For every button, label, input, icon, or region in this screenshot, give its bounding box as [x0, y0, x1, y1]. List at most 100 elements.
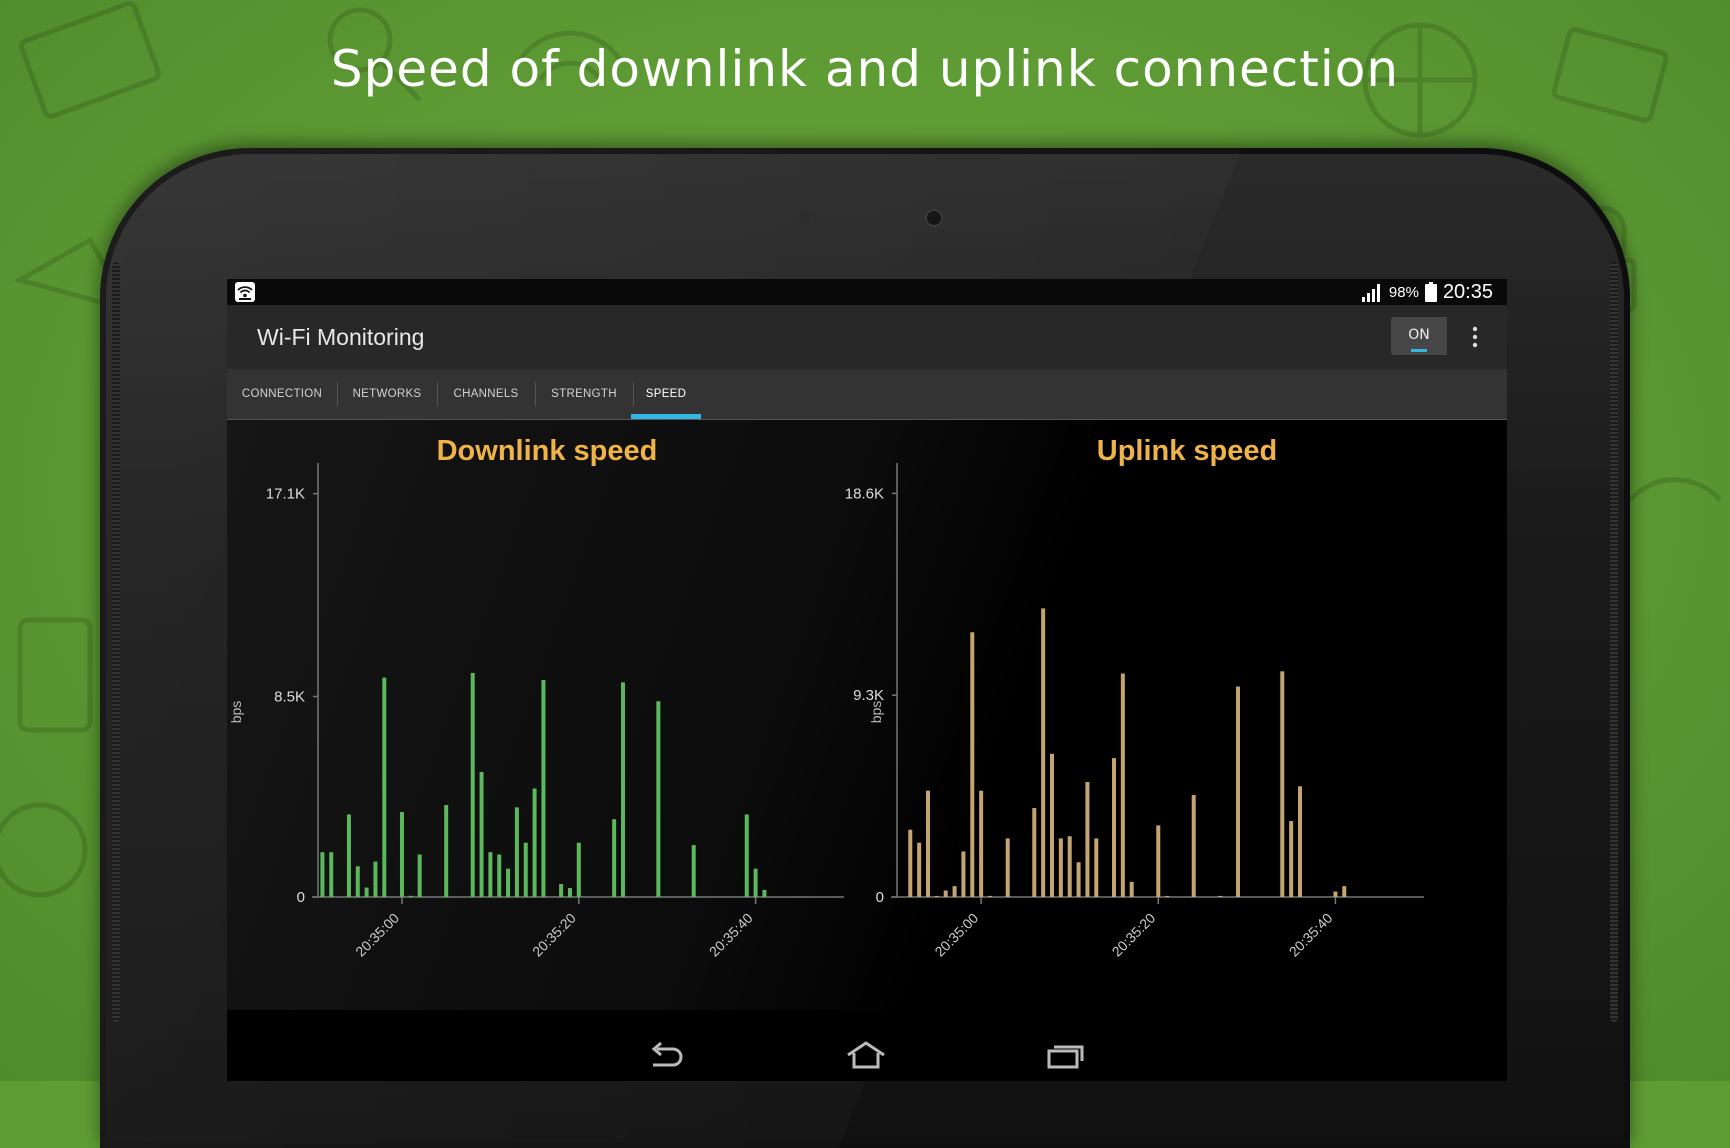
- headline: Speed of downlink and uplink connection: [330, 40, 1400, 98]
- x-tick-label: 20:35:20: [529, 910, 579, 960]
- bar: [1005, 838, 1010, 897]
- x-tick-label: 20:35:20: [1109, 910, 1159, 960]
- tab-channels[interactable]: CHANNELS: [453, 388, 519, 400]
- front-camera: [925, 209, 943, 227]
- chart-title: Uplink speed: [1097, 435, 1278, 467]
- back-icon[interactable]: [647, 1041, 687, 1071]
- action-bar: Wi-Fi Monitoring ON: [227, 305, 1507, 369]
- wifi-monitor-icon: [235, 282, 255, 302]
- bar: [1342, 886, 1347, 897]
- tab-strength[interactable]: STRENGTH: [551, 388, 617, 400]
- chart-downlink: Downlink speed 0 8.5K 17.1K bps 20:35:00 20:35…: [228, 435, 844, 960]
- bar: [1050, 753, 1054, 897]
- bar: [1120, 673, 1125, 897]
- battery-icon: [1424, 282, 1437, 302]
- bar: [1041, 608, 1046, 897]
- bar: [479, 771, 484, 897]
- bar: [329, 852, 334, 897]
- device-screen: 98% 20:35 Wi-Fi Monitoring ON CONNECTION…: [227, 279, 1507, 1081]
- bar: [514, 807, 519, 897]
- y-tick-label: 0: [297, 889, 305, 906]
- bar: [470, 672, 475, 897]
- bar: [1094, 838, 1099, 897]
- tab-speed[interactable]: SPEED: [631, 369, 701, 419]
- status-bar: 98% 20:35: [227, 279, 1507, 305]
- tab-bar: CONNECTION NETWORKS CHANNELS STRENGTH SP…: [227, 369, 1507, 420]
- bar: [1280, 671, 1285, 897]
- battery-percent: 98%: [1388, 283, 1419, 301]
- bar: [988, 895, 992, 897]
- right-speaker-grille: [1610, 262, 1618, 1022]
- bar: [1298, 786, 1302, 897]
- y-axis-label: bps: [228, 701, 244, 724]
- home-icon[interactable]: [844, 1039, 888, 1071]
- bar: [1218, 895, 1223, 897]
- front-sensor: [800, 212, 810, 222]
- bar: [1236, 686, 1240, 897]
- bar: [559, 884, 564, 897]
- bar: [497, 854, 502, 897]
- bar: [355, 866, 360, 897]
- bar: [620, 682, 625, 897]
- app-title: Wi-Fi Monitoring: [257, 324, 425, 350]
- chart-title: Downlink speed: [437, 435, 658, 467]
- bar: [1333, 891, 1338, 897]
- bar: [908, 829, 913, 897]
- x-tick-label: 20:35:00: [352, 910, 402, 960]
- bar: [532, 788, 537, 897]
- y-tick-label: 0: [876, 889, 884, 906]
- bar: [612, 819, 617, 897]
- bar: [917, 842, 922, 897]
- status-time: 20:35: [1442, 280, 1493, 303]
- bar: [1076, 862, 1081, 897]
- speed-charts: Downlink speed 0 8.5K 17.1K bps 20:35:00 20:35…: [228, 435, 1424, 960]
- bar: [1058, 838, 1063, 897]
- bar: [1156, 825, 1161, 897]
- bar: [346, 814, 351, 897]
- bar: [1191, 795, 1196, 897]
- navigation-bar: [227, 1031, 1507, 1081]
- recents-icon[interactable]: [1045, 1041, 1085, 1071]
- bar: [970, 632, 975, 897]
- bar: [1112, 758, 1116, 897]
- bar: [691, 845, 696, 897]
- bar: [364, 887, 369, 897]
- tab-connection[interactable]: CONNECTION: [241, 388, 323, 400]
- bar: [488, 852, 493, 897]
- bar: [417, 854, 422, 897]
- y-tick-label: 8.5K: [274, 689, 305, 706]
- x-tick-label: 20:35:40: [1286, 910, 1336, 960]
- bar: [744, 814, 749, 897]
- bar: [753, 868, 758, 897]
- overflow-menu-icon[interactable]: [1465, 325, 1485, 349]
- bar: [979, 790, 984, 897]
- bar: [399, 812, 404, 897]
- bar: [656, 701, 661, 897]
- bar: [934, 895, 939, 897]
- bar: [1289, 821, 1294, 897]
- speed-charts-panel: Downlink speed 0 8.5K 17.1K bps 20:35:00 20:35…: [227, 420, 1507, 1010]
- bar: [408, 895, 413, 897]
- x-tick-label: 20:35:40: [706, 910, 756, 960]
- bar: [373, 861, 378, 897]
- signal-icon: [1361, 284, 1380, 302]
- tab-networks[interactable]: NETWORKS: [352, 388, 422, 400]
- bar: [952, 886, 957, 897]
- tab-divider: [337, 382, 338, 406]
- y-tick-label: 9.3K: [853, 687, 884, 704]
- bar: [1129, 881, 1134, 897]
- bar: [541, 680, 546, 897]
- bar: [1032, 808, 1037, 897]
- bar: [1085, 781, 1090, 897]
- bar: [382, 677, 387, 897]
- y-axis-label: bps: [868, 701, 884, 724]
- monitoring-toggle-button[interactable]: ON: [1391, 317, 1447, 355]
- y-tick-label: 18.6K: [845, 485, 884, 502]
- bar: [523, 842, 528, 897]
- left-speaker-grille: [112, 262, 120, 1022]
- tab-divider: [633, 382, 634, 406]
- tab-divider: [437, 382, 438, 406]
- bar: [762, 889, 767, 897]
- y-tick-label: 17.1K: [266, 486, 305, 503]
- bar: [576, 842, 581, 897]
